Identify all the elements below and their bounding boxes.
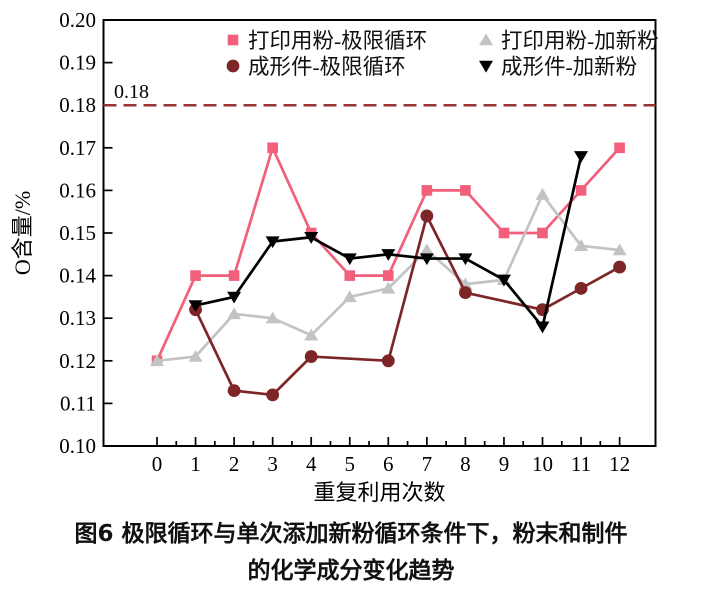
square-marker [383,270,394,281]
y-tick-label: 0.11 [60,391,96,415]
triangle-up-marker [304,328,319,341]
legend-entry-formed-part-limit-cycle: 成形件-极限循环 [226,55,406,79]
triangle-down-marker [419,253,434,266]
triangle-up-marker [535,188,550,200]
triangle-down-marker [496,274,511,287]
series-line-formed-part-limit-cycle [194,214,621,397]
x-axis-title: 重复利用次数 [313,480,445,505]
triangle-up-marker [150,354,164,366]
circle-marker [227,384,241,398]
caption-line-2: 的化学成分变化趋势 [247,558,455,585]
triangle-up-marker [381,281,396,294]
triangle-down-marker [227,291,242,304]
line-chart: 0 1 2 3 4 5 6 7 8 9 10 11 120.100.110.120.130.140.15… [10,8,659,505]
y-tick-label: 0.10 [59,434,96,458]
y-axis-title: O含量/% [10,191,35,275]
triangle-up-marker [342,290,357,303]
y-tick-label: 0.16 [59,178,96,202]
y-tick-label: 0.12 [59,349,96,373]
legend-entry-formed-part-new-powder: 成形件-加新粉 [479,55,637,79]
triangle-up-marker [227,307,242,320]
y-tick-label: 0.18 [59,93,96,117]
y-tick-label: 0.20 [59,8,96,32]
figure-caption: 图6 极限循环与单次添加新粉循环条件下，粉末和制件 的化学成分变化趋势 [0,516,702,591]
circle-marker [304,350,318,363]
x-axis-tick-labels: 0 1 2 3 4 5 6 7 8 9 10 11 12 [152,452,630,476]
y-axis-ticks [103,19,113,447]
y-tick-label: 0.15 [59,221,96,245]
circle-marker [266,388,280,402]
x-tick-label: 10 [532,452,553,476]
circle-marker [574,281,588,295]
triangle-down-marker [188,300,203,313]
x-tick-label: 2 [229,452,240,476]
triangle-up-marker [265,311,280,324]
x-tick-label: 3 [267,452,278,476]
triangle-down-marker [458,253,473,266]
circle-marker [613,260,626,274]
x-tick-label: 0 [152,452,163,476]
circle-marker [381,354,395,368]
threshold-label: 0.18 [114,81,149,103]
square-marker [344,270,356,281]
legend-entry-print-powder-new-powder: 打印用粉-加新粉 [479,29,659,53]
x-axis-ticks [156,437,621,446]
y-tick-label: 0.13 [59,306,96,330]
y-tick-label: 0.14 [59,264,96,288]
square-marker [460,185,471,196]
series-print-powder-new-powder [150,188,627,366]
x-tick-label: 6 [383,452,394,476]
legend-marker-print-powder-new-powder [479,33,493,46]
legend-label: 打印用粉-极限循环 [248,29,427,53]
legend-marker-formed-part-new-powder [479,60,493,73]
series-formed-part-limit-cycle [189,209,626,402]
series-line-formed-part-new-powder [195,156,583,329]
y-axis-tick-labels: 0.10 0.11 0.12 0.13 0.14 0.15 0.16 0.17 0.18 0.19… [59,8,96,458]
triangle-down-marker [381,249,396,261]
triangle-down-marker [304,232,319,244]
series-formed-part-new-powder [188,151,589,334]
square-marker [614,142,625,154]
triangle-down-marker [535,321,550,334]
triangle-down-marker [574,151,589,163]
legend-label: 打印用粉-加新粉 [501,29,659,53]
x-tick-label: 8 [460,452,471,476]
square-marker [537,227,548,239]
x-tick-label: 4 [306,452,317,476]
square-marker [228,270,240,281]
x-tick-label: 9 [499,452,510,476]
triangle-up-marker [419,243,434,256]
legend-entry-print-powder-limit-cycle: 打印用粉-极限循环 [227,29,427,53]
x-tick-label: 1 [190,452,201,476]
circle-marker [420,209,434,223]
triangle-up-marker [612,243,627,256]
y-tick-label: 0.17 [59,136,96,160]
legend-label: 成形件-极限循环 [248,55,406,79]
square-marker [498,227,510,239]
circle-marker [459,286,472,300]
y-tick-label: 0.19 [59,51,96,75]
caption-line-1: 图6 极限循环与单次添加新粉循环条件下，粉末和制件 [74,521,628,547]
triangle-down-marker [342,253,357,266]
square-marker [421,185,433,196]
square-marker [575,185,587,196]
square-marker [190,270,201,281]
x-tick-label: 11 [571,452,591,476]
x-tick-label: 5 [345,452,356,476]
triangle-down-marker [265,236,280,249]
x-tick-label: 12 [609,452,630,476]
legend-marker-formed-part-limit-cycle [226,59,240,73]
square-marker [267,142,278,154]
triangle-up-marker [188,349,203,362]
legend-marker-print-powder-limit-cycle [227,34,239,46]
triangle-up-marker [574,239,589,251]
x-tick-label: 7 [422,452,433,476]
legend-label: 成形件-加新粉 [501,55,637,79]
